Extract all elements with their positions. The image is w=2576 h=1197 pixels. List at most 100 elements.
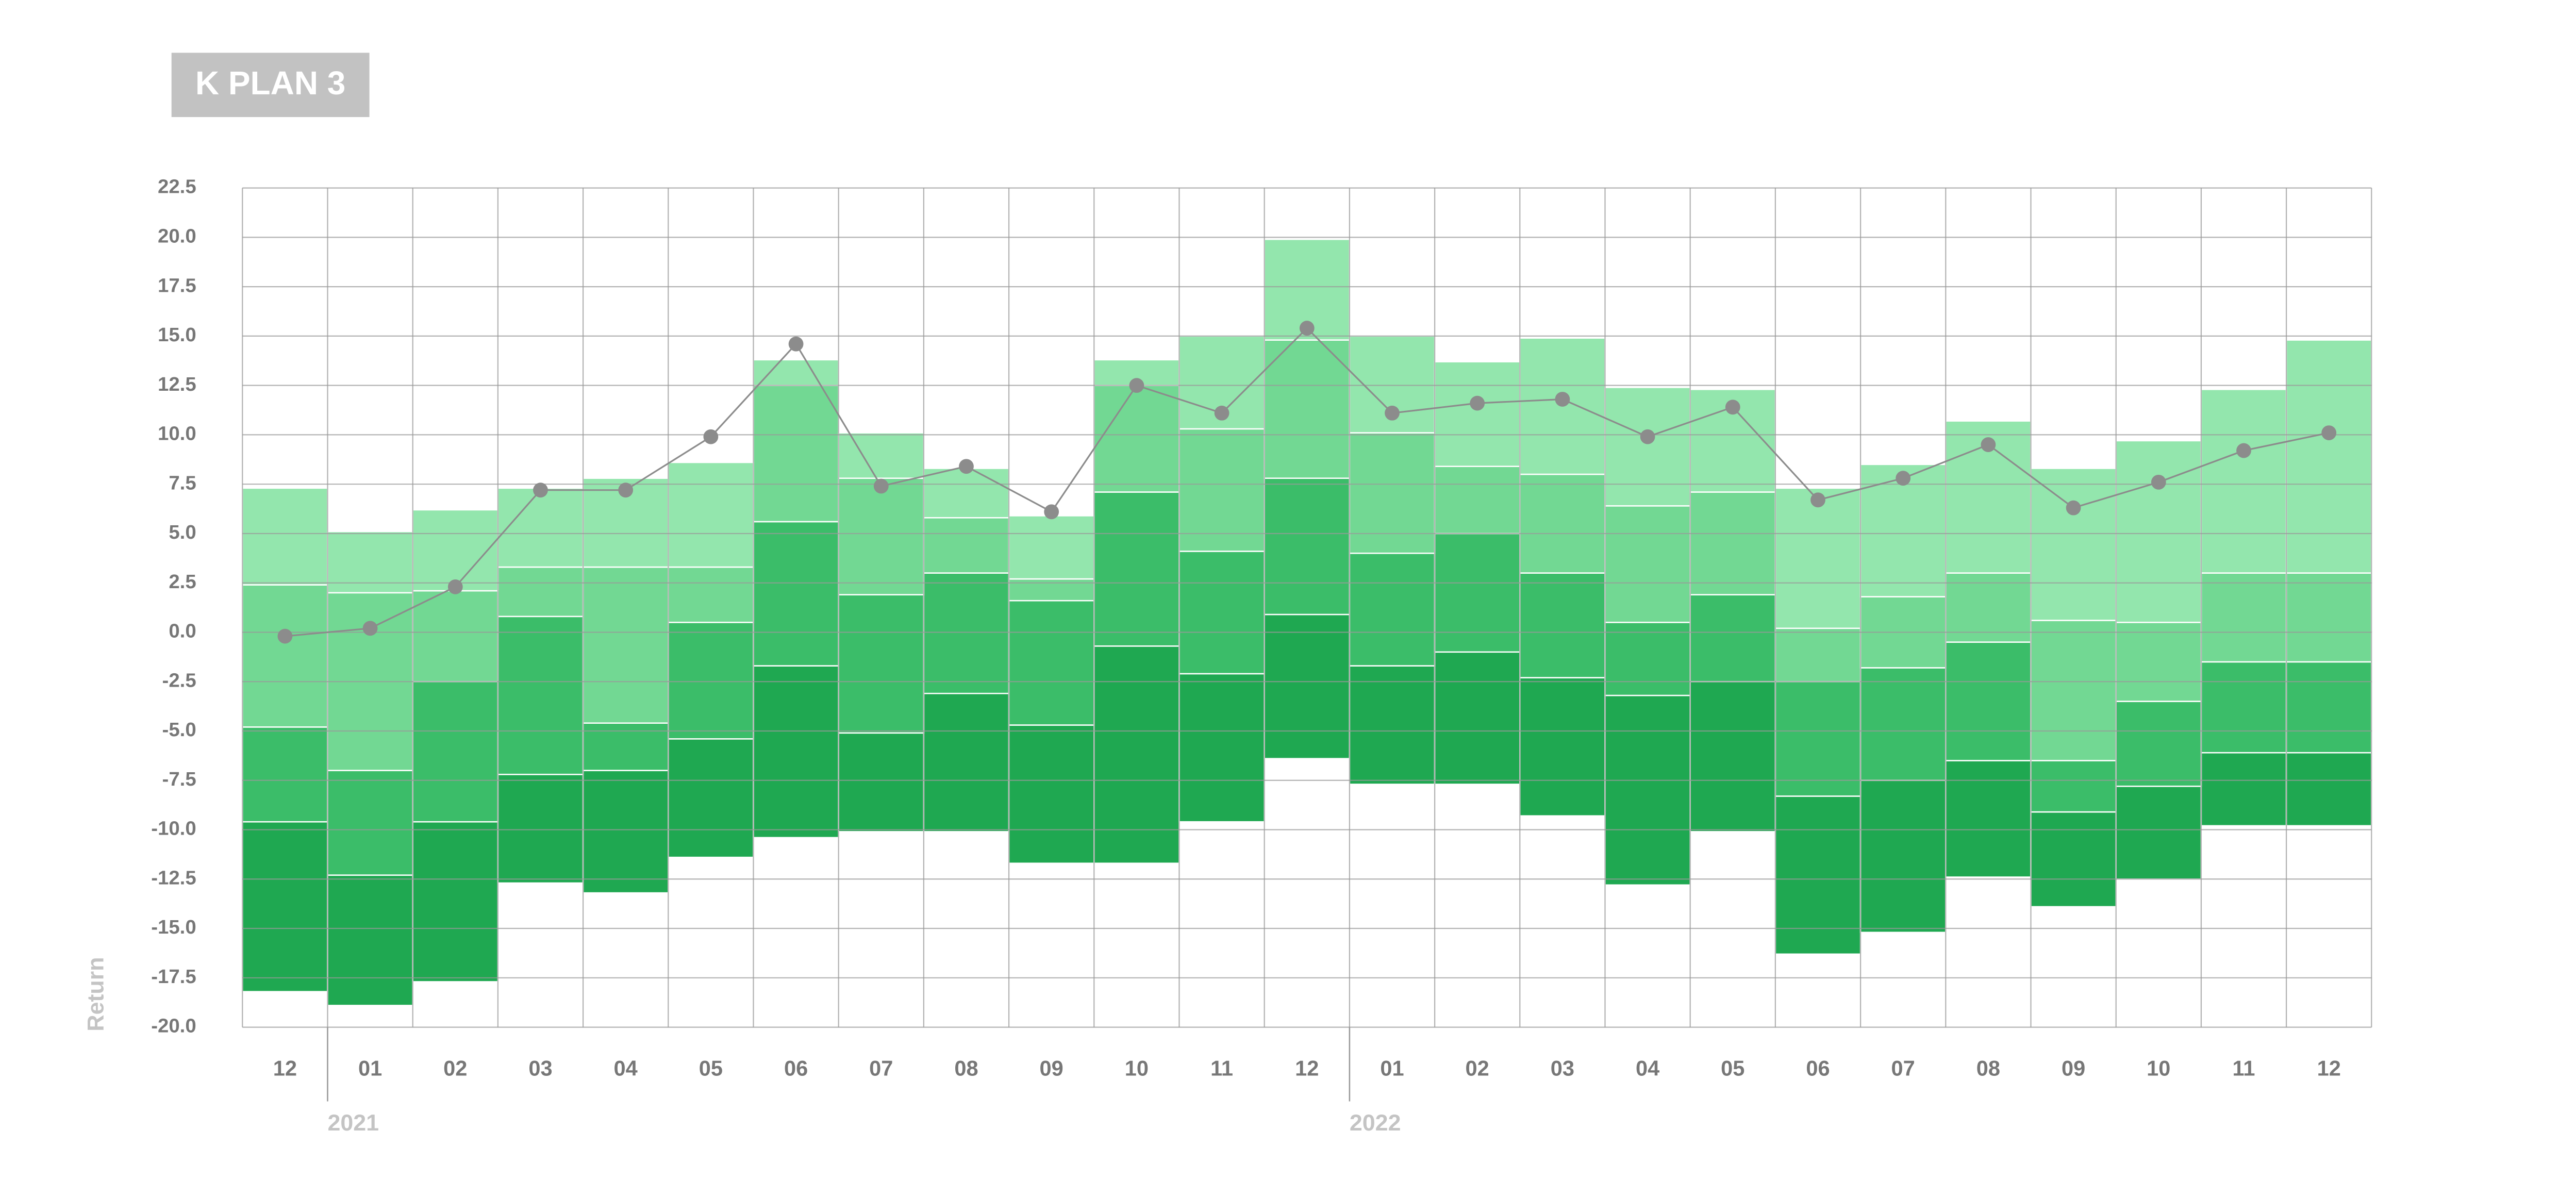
band-segment — [1859, 779, 1947, 933]
y-tick-label: -2.5 — [162, 669, 196, 691]
band-segment — [412, 509, 499, 592]
band-segment — [667, 566, 754, 623]
band-segment — [2200, 572, 2287, 663]
y-tick-label: 0.0 — [169, 620, 196, 642]
y-tick-label: 15.0 — [158, 324, 196, 346]
x-tick-label: 01 — [1380, 1056, 1404, 1080]
band-segment — [2030, 620, 2117, 761]
x-tick-label: 11 — [1210, 1056, 1233, 1080]
x-tick-label: 07 — [1891, 1056, 1915, 1080]
band-segment — [2285, 661, 2372, 754]
x-tick-label: 12 — [2317, 1056, 2341, 1080]
y-tick-label: -5.0 — [162, 719, 196, 741]
band-segment — [1774, 487, 1862, 629]
x-tick-label: 09 — [1040, 1056, 1063, 1080]
band-segment — [1604, 622, 1691, 696]
band-segment — [1689, 491, 1776, 595]
band-segment — [1093, 645, 1180, 864]
band-segment — [327, 530, 413, 594]
band-segment — [667, 461, 754, 568]
x-tick-label: 06 — [784, 1056, 808, 1080]
band-segment — [1774, 627, 1862, 683]
band-segment — [2030, 811, 2117, 908]
band-segment — [1093, 385, 1180, 493]
band-segment — [1945, 641, 2032, 761]
median-point — [362, 621, 378, 636]
band-segment — [582, 722, 669, 771]
band-segment — [1264, 477, 1351, 616]
band-segment — [497, 566, 584, 618]
median-point — [277, 628, 293, 644]
chart-title: K PLAN 3 — [195, 64, 345, 102]
band-segment — [2115, 622, 2202, 702]
x-tick-label: 01 — [358, 1056, 382, 1080]
x-tick-label: 08 — [1976, 1056, 2000, 1080]
y-tick-label: 5.0 — [169, 521, 196, 543]
band-segment — [412, 680, 499, 823]
band-segment — [497, 616, 584, 775]
median-point — [533, 483, 548, 498]
band-segment — [2200, 389, 2287, 574]
x-tick-label: 10 — [2147, 1056, 2170, 1080]
band-segment — [1434, 361, 1521, 467]
band-segment — [1349, 432, 1436, 554]
x-tick-label: 03 — [528, 1056, 552, 1080]
median-point — [959, 459, 974, 474]
band-segment — [241, 821, 328, 992]
band-segment — [2200, 661, 2287, 754]
band-segment — [923, 468, 1010, 519]
band-segment — [1604, 387, 1691, 507]
band-segment — [582, 770, 669, 894]
band-segment — [1945, 572, 2032, 643]
band-segment — [582, 566, 669, 724]
y-tick-label: -20.0 — [151, 1015, 196, 1037]
band-segment — [2115, 785, 2202, 880]
band-segment — [1434, 533, 1521, 653]
x-tick-label: 05 — [699, 1056, 723, 1080]
band-segment — [753, 521, 839, 667]
band-segment — [1519, 473, 1606, 574]
y-tick-label: 17.5 — [158, 274, 196, 296]
y-tick-label: -15.0 — [151, 916, 196, 938]
band-segment — [1434, 651, 1521, 785]
median-point — [2321, 425, 2337, 440]
band-segment — [838, 432, 925, 479]
x-tick-label: 12 — [273, 1056, 297, 1080]
median-point — [1214, 405, 1229, 421]
title-box — [171, 53, 370, 118]
band-segment — [2030, 760, 2117, 813]
y-tick-label: 7.5 — [169, 472, 196, 494]
band-segment — [2030, 468, 2117, 621]
band-segment — [753, 359, 839, 386]
median-point — [2236, 443, 2251, 458]
band-segment — [2285, 572, 2372, 663]
band-segment — [1689, 594, 1776, 683]
median-point — [1129, 378, 1144, 393]
band-segment — [1859, 667, 1947, 782]
band-segment — [412, 821, 499, 983]
band-segment — [667, 622, 754, 740]
band-segment — [1519, 572, 1606, 678]
band-segment — [838, 594, 925, 734]
band-segment — [1008, 724, 1095, 864]
band-segment — [1945, 760, 2032, 878]
band-segment — [497, 487, 584, 568]
year-label: 2021 — [327, 1110, 379, 1136]
median-point — [1725, 400, 1740, 415]
band-segment — [1178, 551, 1265, 675]
y-tick-label: -7.5 — [162, 768, 196, 790]
median-point — [1470, 395, 1485, 411]
x-tick-label: 03 — [1551, 1056, 1574, 1080]
x-tick-label: 05 — [1721, 1056, 1744, 1080]
band-segment — [838, 732, 925, 833]
band-segment — [2115, 440, 2202, 623]
band-segment — [1604, 505, 1691, 623]
x-tick-label: 07 — [869, 1056, 893, 1080]
y-tick-label: 2.5 — [169, 571, 196, 593]
band-segment — [1519, 677, 1606, 817]
band-segment — [241, 726, 328, 823]
x-tick-label: 08 — [954, 1056, 978, 1080]
x-tick-label: 11 — [2233, 1056, 2255, 1080]
